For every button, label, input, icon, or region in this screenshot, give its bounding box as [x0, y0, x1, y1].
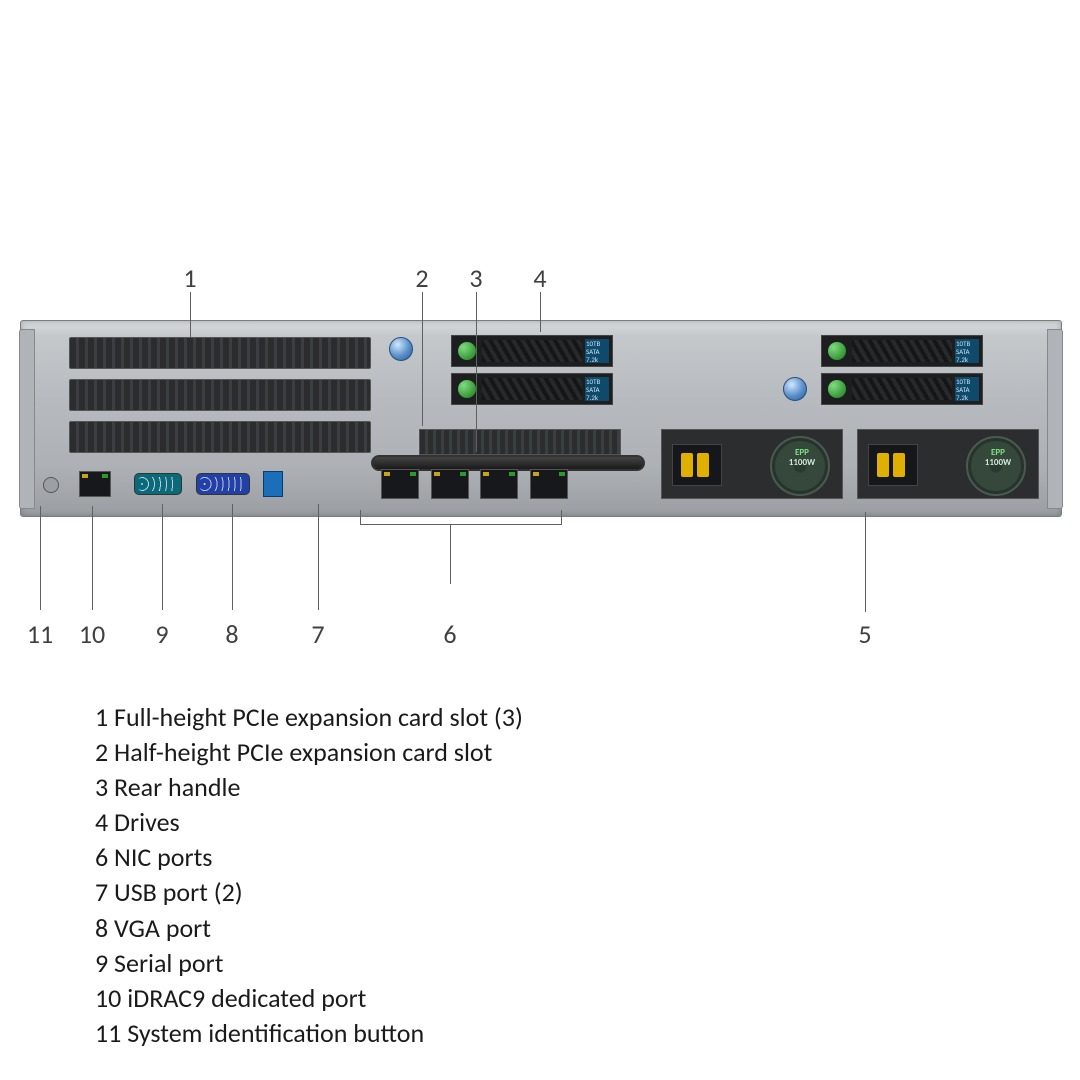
iec-inlet-icon — [868, 444, 918, 486]
callout-number: 5 — [858, 618, 871, 650]
io-port-row — [51, 471, 293, 501]
callout-leader — [162, 504, 163, 610]
server-rear-view: 10TB SATA 7.2k 10TB SATA 7.2k 10TB SATA … — [20, 320, 1062, 517]
serial-port — [134, 473, 182, 495]
psu-label: EPP1100W — [776, 448, 828, 468]
legend-item: 10 iDRAC9 dedicated port — [95, 981, 523, 1016]
idrac-port — [79, 471, 111, 497]
callout-leader — [865, 512, 866, 612]
legend-item: 6 NIC ports — [95, 840, 523, 875]
iec-inlet-icon — [672, 444, 722, 486]
rack-ear-right — [1047, 329, 1063, 509]
pcie-full-slot — [69, 337, 371, 369]
callout-leader — [232, 504, 233, 610]
callout-leader — [450, 524, 451, 584]
drive-tag: 10TB SATA 7.2k — [585, 377, 609, 401]
callout-leader — [318, 504, 319, 610]
callout-leader — [40, 506, 41, 610]
legend-item: 7 USB port (2) — [95, 875, 523, 910]
nic-port — [530, 469, 568, 499]
callout-leader — [190, 292, 191, 338]
pcie-full-slot — [69, 421, 371, 453]
diagram-stage: 10TB SATA 7.2k 10TB SATA 7.2k 10TB SATA … — [0, 0, 1080, 1080]
legend-item: 1 Full-height PCIe expansion card slot (… — [95, 700, 523, 735]
pcie-full-slot — [69, 379, 371, 411]
psu: EPP1100W — [661, 429, 843, 499]
drive-bay: 10TB SATA 7.2k — [821, 373, 983, 405]
pcie-half-slot — [419, 429, 621, 455]
callout-number: 3 — [469, 262, 482, 294]
drive-bay: 10TB SATA 7.2k — [821, 335, 983, 367]
callout-leader — [476, 292, 477, 452]
callout-leader — [422, 292, 423, 426]
callout-bracket — [360, 510, 562, 525]
thumbscrew-icon — [389, 337, 413, 361]
drive-tag: 10TB SATA 7.2k — [955, 377, 979, 401]
nic-port — [431, 469, 469, 499]
callout-number: 8 — [225, 618, 238, 650]
callout-number: 9 — [155, 618, 168, 650]
callout-number: 11 — [27, 618, 53, 650]
legend-item: 8 VGA port — [95, 911, 523, 946]
psu: EPP1100W — [857, 429, 1039, 499]
nic-port — [480, 469, 518, 499]
callout-number: 7 — [311, 618, 324, 650]
usb-port — [263, 471, 283, 497]
vga-port — [196, 473, 250, 495]
legend-list: 1 Full-height PCIe expansion card slot (… — [95, 700, 523, 1051]
callout-leader — [540, 292, 541, 332]
psu-label: EPP1100W — [972, 448, 1024, 468]
nic-port-block — [381, 469, 576, 499]
legend-item: 4 Drives — [95, 805, 523, 840]
drive-tag: 10TB SATA 7.2k — [585, 339, 609, 363]
callout-number: 10 — [79, 618, 105, 650]
legend-item: 11 System identification button — [95, 1016, 523, 1051]
legend-item: 2 Half-height PCIe expansion card slot — [95, 735, 523, 770]
drive-tag: 10TB SATA 7.2k — [955, 339, 979, 363]
legend-item: 9 Serial port — [95, 946, 523, 981]
callout-number: 2 — [415, 262, 428, 294]
rack-ear-left — [19, 329, 35, 509]
callout-leader — [92, 506, 93, 610]
legend-item: 3 Rear handle — [95, 770, 523, 805]
callout-number: 4 — [533, 262, 546, 294]
callout-number: 6 — [443, 618, 456, 650]
thumbscrew-icon — [783, 377, 807, 401]
nic-port — [381, 469, 419, 499]
callout-number: 1 — [183, 262, 196, 294]
